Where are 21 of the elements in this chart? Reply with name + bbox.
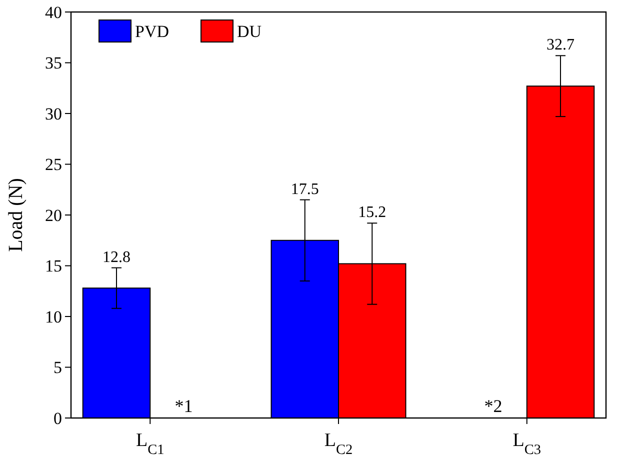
data-label: 32.7 — [546, 36, 575, 54]
y-tick-label: 5 — [54, 358, 62, 378]
data-label: 15.2 — [358, 204, 386, 222]
data-label: 17.5 — [290, 180, 319, 198]
y-tick-label: 35 — [45, 54, 62, 73]
x-tick-label: L$_{C2}$ — [324, 430, 353, 458]
y-tick-label: 40 — [45, 2, 62, 22]
y-tick-label: 25 — [45, 155, 62, 174]
y-tick-label: 20 — [45, 206, 62, 225]
x-tick-label: L$_{C1}$ — [136, 430, 164, 458]
y-axis-title: Load (N) — [5, 178, 27, 252]
annotation: *2 — [484, 396, 502, 416]
y-tick-label: 30 — [45, 104, 62, 124]
legend-label: PVD — [135, 22, 170, 41]
x-tick-label: L$_{C3}$ — [512, 430, 542, 458]
y-tick-label: 0 — [54, 408, 62, 428]
y-tick-label: 15 — [45, 256, 62, 276]
data-label: 12.8 — [102, 248, 130, 266]
y-tick-label: 10 — [45, 307, 62, 326]
annotation: *1 — [174, 396, 193, 416]
legend-label: DU — [237, 22, 262, 41]
